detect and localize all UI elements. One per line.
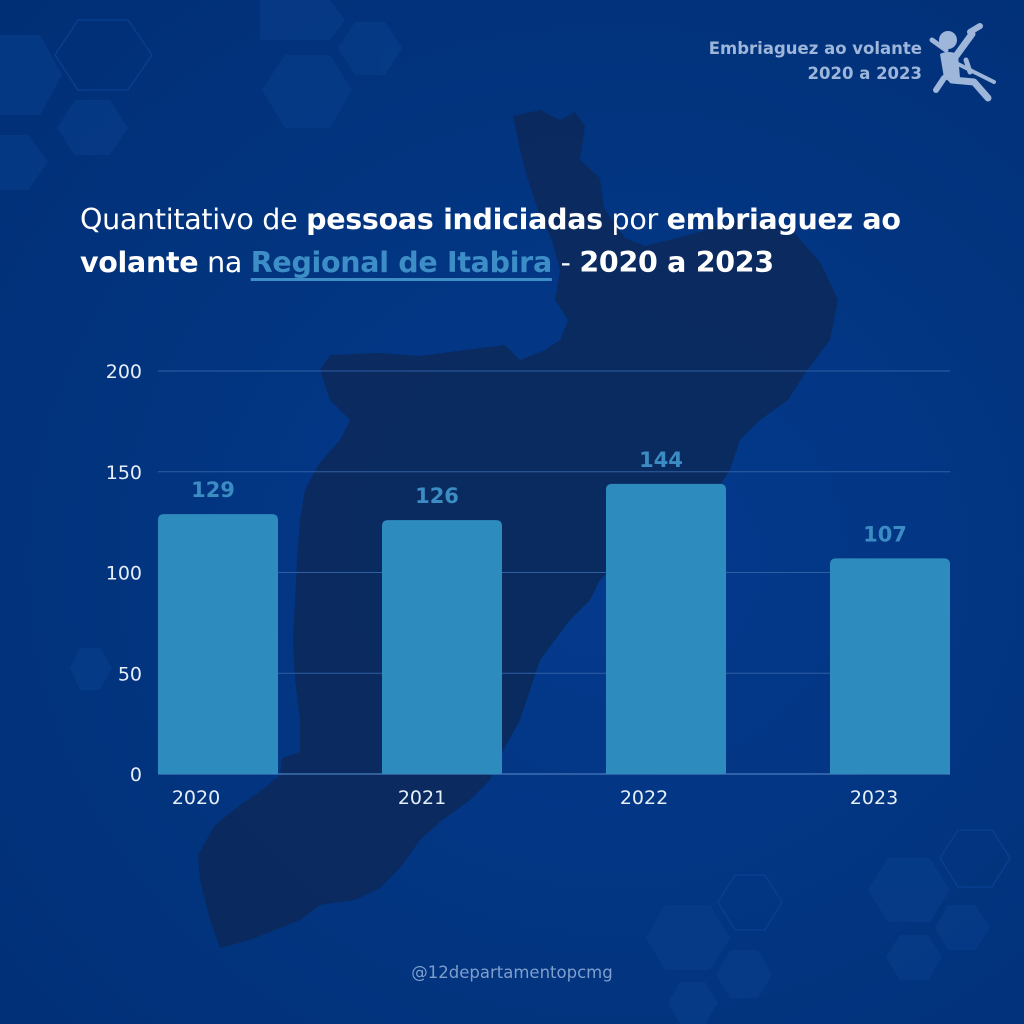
title-part-3: embriaguez ao volante [80,203,901,279]
data-label: 144 [639,448,683,472]
title-part-0: Quantitativo de [80,203,307,236]
bar-2022 [606,483,726,774]
title-part-7: 2020 a 2023 [579,246,774,279]
hexagon-pattern [0,0,990,1024]
x-tick-label: 2021 [398,787,446,809]
title-part-2: por [602,203,667,236]
data-label: 129 [191,478,235,502]
bar-2023 [830,558,950,774]
hexagon-outlines [54,19,1011,931]
y-tick-label: 0 [130,764,142,786]
title-highlight-region: Regional de Itabira [250,246,552,279]
title-part-6: - [551,246,580,279]
y-tick-label: 100 [106,563,142,585]
badge-line-2: 2020 a 2023 [807,64,922,83]
header-badge: Embriaguez ao volante 2020 a 2023 [709,36,922,86]
title-part-1: pessoas indiciadas [306,203,603,236]
x-tick-label: 2023 [850,787,898,809]
seatbelt-person-icon [929,23,996,102]
data-label: 107 [863,522,907,546]
bar-2020 [158,514,278,774]
y-tick-label: 50 [118,663,142,685]
badge-line-1: Embriaguez ao volante [708,39,922,58]
title-part-4: na [198,246,251,279]
region-map-silhouette [198,110,838,948]
y-tick-label: 150 [106,462,142,484]
x-tick-label: 2022 [620,787,668,809]
footer-handle: @12departamentopcmg [411,963,613,982]
data-label: 126 [415,484,459,508]
x-tick-label: 2020 [172,787,220,809]
chart-title: Quantitativo de pessoas indiciadas por e… [80,198,980,284]
y-tick-label: 200 [106,361,142,383]
bar-2021 [382,520,502,774]
